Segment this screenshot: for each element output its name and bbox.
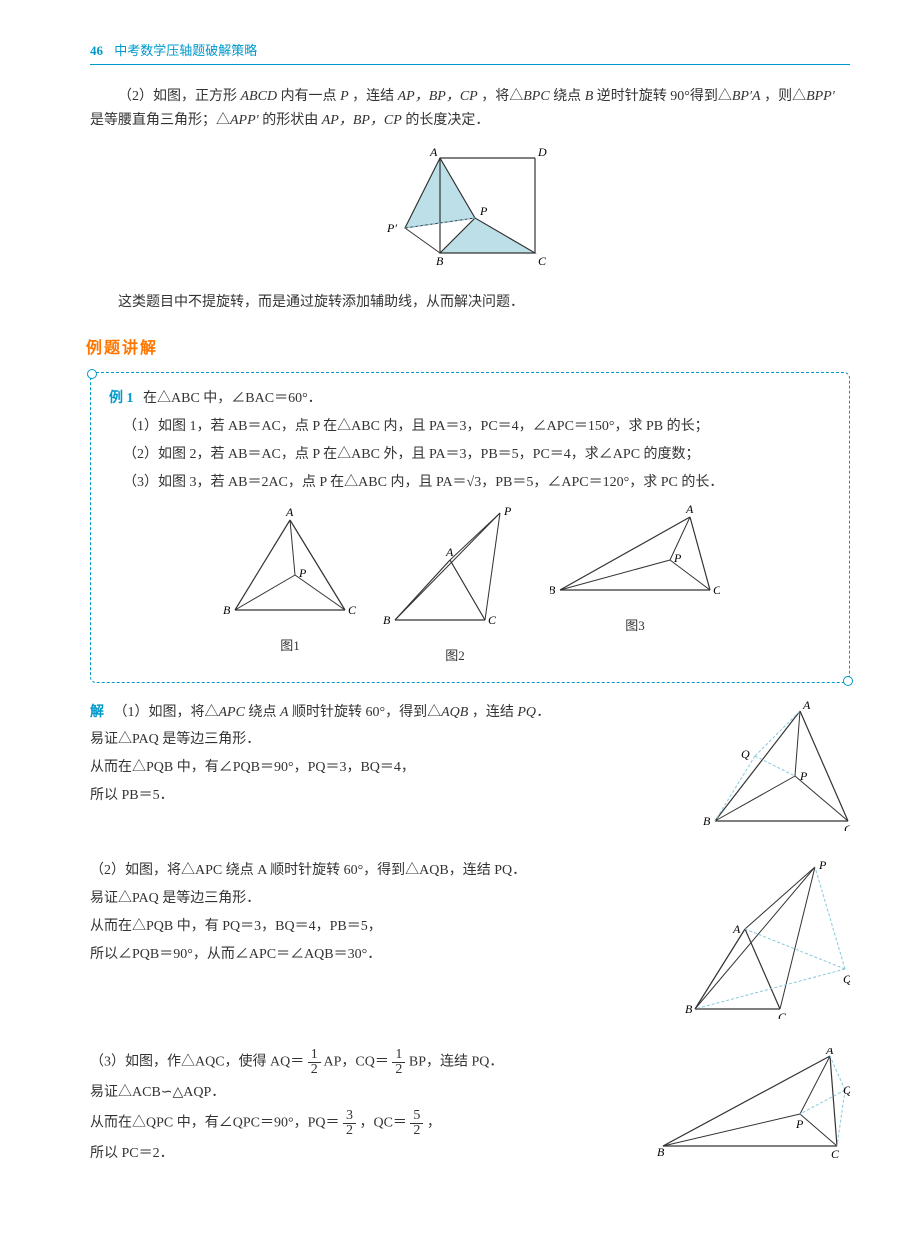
example-q3: （3）如图 3，若 AB＝2AC，点 P 在△ABC 内，且 PA＝√3，PB＝… bbox=[123, 471, 831, 495]
svg-text:P: P bbox=[795, 1117, 804, 1131]
svg-text:C: C bbox=[538, 254, 547, 268]
svg-text:B: B bbox=[223, 603, 231, 617]
svg-text:A: A bbox=[732, 922, 741, 936]
solution-1: 解 （1）如图，将△APC 绕点 A 顺时针旋转 60°，得到△AQB ，连结 … bbox=[90, 701, 850, 840]
svg-text:P: P bbox=[503, 505, 512, 518]
svg-text:A: A bbox=[802, 701, 811, 712]
example-figures: ABCP图1 ABCP图2 ABCP图3 bbox=[109, 505, 831, 668]
svg-text:C: C bbox=[831, 1147, 840, 1158]
svg-text:B: B bbox=[685, 1002, 693, 1016]
solution-3: （3）如图，作△AQC，使得 AQ＝ 12 AP，CQ＝ 12 BP，连结 PQ… bbox=[90, 1048, 850, 1170]
page-header: 46 中考数学压轴题破解策略 bbox=[90, 40, 850, 65]
svg-text:A: A bbox=[429, 145, 438, 159]
example-q2: （2）如图 2，若 AB＝AC，点 P 在△ABC 外，且 PA＝3，PB＝5，… bbox=[123, 443, 831, 467]
svg-text:A: A bbox=[825, 1048, 834, 1057]
svg-text:C: C bbox=[713, 583, 720, 597]
svg-text:B: B bbox=[436, 254, 444, 268]
svg-text:P′: P′ bbox=[386, 221, 397, 235]
svg-text:P: P bbox=[673, 551, 682, 565]
example-stem: 例 1 在△ABC 中，∠BAC＝60°． bbox=[109, 387, 831, 411]
svg-text:B: B bbox=[383, 613, 391, 627]
svg-text:C: C bbox=[348, 603, 357, 617]
svg-text:A: A bbox=[445, 545, 454, 559]
svg-text:Q: Q bbox=[843, 972, 850, 986]
svg-text:C: C bbox=[778, 1010, 787, 1019]
intro-figure: A D B C P P′ bbox=[90, 143, 850, 282]
solution-2: （2）如图，将△APC 绕点 A 顺时针旋转 60°，得到△AQB，连结 PQ．… bbox=[90, 859, 850, 1028]
header-title: 中考数学压轴题破解策略 bbox=[114, 43, 257, 58]
svg-text:Q: Q bbox=[843, 1083, 850, 1097]
intro-p2: 这类题目中不提旋转，而是通过旋转添加辅助线，从而解决问题． bbox=[90, 291, 850, 315]
page-number: 46 bbox=[90, 43, 103, 58]
svg-text:B: B bbox=[657, 1145, 665, 1158]
svg-text:C: C bbox=[844, 822, 850, 831]
svg-text:P: P bbox=[818, 859, 827, 872]
example-box: 例 1 在△ABC 中，∠BAC＝60°． （1）如图 1，若 AB＝AC，点 … bbox=[90, 372, 850, 682]
intro-p1: （2）如图，正方形 ABCD 内有一点 P ，连结 AP，BP，CP ，将△BP… bbox=[90, 85, 850, 133]
svg-text:P: P bbox=[298, 566, 307, 580]
svg-text:P: P bbox=[479, 204, 488, 218]
svg-text:B: B bbox=[703, 814, 711, 828]
section-banner: 例题讲解 bbox=[86, 335, 850, 362]
svg-text:A: A bbox=[685, 505, 694, 516]
svg-text:B: B bbox=[550, 583, 556, 597]
svg-text:C: C bbox=[488, 613, 497, 627]
svg-text:D: D bbox=[537, 145, 547, 159]
svg-text:P: P bbox=[799, 769, 808, 783]
svg-text:Q: Q bbox=[741, 747, 750, 761]
example-q1: （1）如图 1，若 AB＝AC，点 P 在△ABC 内，且 PA＝3，PC＝4，… bbox=[123, 415, 831, 439]
svg-text:A: A bbox=[285, 505, 294, 519]
